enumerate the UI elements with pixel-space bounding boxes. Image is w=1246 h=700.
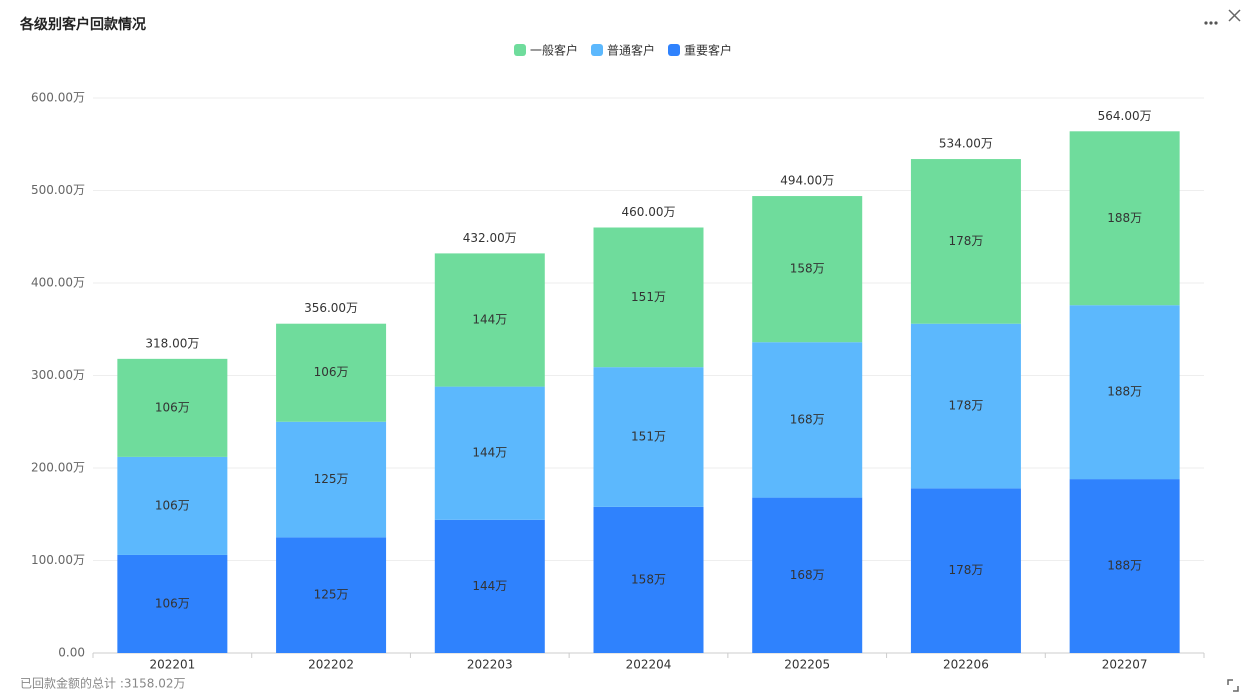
- value-label: 144万: [472, 446, 507, 460]
- bar-segment: [910, 488, 1021, 653]
- value-label: 188万: [1107, 385, 1142, 399]
- value-label: 188万: [1107, 559, 1142, 573]
- total-label: 356.00万: [304, 301, 358, 315]
- x-tick-label: 202201: [149, 658, 195, 672]
- bar-segment: [276, 323, 387, 422]
- value-label: 125万: [314, 588, 349, 602]
- legend-swatch: [668, 44, 680, 56]
- value-label: 158万: [790, 262, 825, 276]
- legend-swatch: [514, 44, 526, 56]
- y-tick-label: 100.00万: [31, 553, 85, 567]
- bar-segment: [434, 386, 545, 520]
- x-tick-label: 202205: [784, 658, 830, 672]
- bar-segment: [910, 323, 1021, 489]
- bar-segment: [593, 506, 704, 653]
- value-label: 144万: [472, 579, 507, 593]
- bar-segment: [752, 497, 863, 653]
- bar-segment: [276, 421, 387, 538]
- bar-segment: [117, 554, 228, 653]
- y-tick-label: 500.00万: [31, 183, 85, 197]
- value-label: 125万: [314, 472, 349, 486]
- resize-icon[interactable]: [1227, 679, 1239, 692]
- close-button[interactable]: [1228, 9, 1241, 22]
- y-tick-label: 200.00万: [31, 461, 85, 475]
- value-label: 158万: [631, 572, 666, 586]
- bar-segment: [117, 456, 228, 555]
- value-label: 178万: [948, 234, 983, 248]
- bar-segment: [434, 519, 545, 653]
- y-tick-label: 600.00万: [31, 91, 85, 105]
- legend-label: 普通客户: [607, 43, 655, 58]
- value-label: 144万: [472, 313, 507, 327]
- x-tick-label: 202204: [626, 658, 672, 672]
- total-label: 460.00万: [622, 205, 676, 219]
- total-label: 534.00万: [939, 137, 993, 151]
- value-label: 106万: [155, 400, 190, 414]
- total-label: 494.00万: [780, 174, 834, 188]
- bar-segment: [752, 342, 863, 498]
- value-label: 178万: [948, 563, 983, 577]
- bar-segment: [752, 196, 863, 343]
- value-label: 151万: [631, 430, 666, 444]
- bar-segment: [276, 537, 387, 653]
- legend-swatch: [591, 44, 603, 56]
- value-label: 151万: [631, 290, 666, 304]
- bar-segment: [1069, 305, 1180, 480]
- bar-segment: [593, 227, 704, 368]
- bar-segment: [434, 253, 545, 387]
- y-tick-label: 400.00万: [31, 276, 85, 290]
- x-tick-label: 202206: [943, 658, 989, 672]
- total-label: 432.00万: [463, 231, 517, 245]
- legend-label: 一般客户: [530, 43, 578, 58]
- legend-label: 重要客户: [684, 43, 732, 58]
- value-label: 188万: [1107, 211, 1142, 225]
- value-label: 178万: [948, 399, 983, 413]
- y-tick-label: 300.00万: [31, 368, 85, 382]
- total-label: 318.00万: [145, 336, 199, 350]
- bar-segment: [1069, 479, 1180, 653]
- bar-segment: [593, 367, 704, 507]
- value-label: 106万: [314, 365, 349, 379]
- chart-title: 各级别客户回款情况: [19, 16, 146, 33]
- value-label: 106万: [155, 498, 190, 512]
- bar-segment: [117, 358, 228, 457]
- footer: 已回款金额的总计 :3158.02万: [20, 676, 185, 691]
- x-tick-label: 202202: [308, 658, 354, 672]
- value-label: 106万: [155, 596, 190, 610]
- total-label: 564.00万: [1098, 109, 1152, 123]
- y-tick-label: 0.00: [58, 646, 85, 660]
- value-label: 168万: [790, 412, 825, 426]
- x-tick-label: 202207: [1102, 658, 1148, 672]
- value-label: 168万: [790, 568, 825, 582]
- more-button[interactable]: [1204, 21, 1218, 25]
- x-tick-label: 202203: [467, 658, 513, 672]
- bar-segment: [1069, 131, 1180, 306]
- bar-segment: [910, 159, 1021, 324]
